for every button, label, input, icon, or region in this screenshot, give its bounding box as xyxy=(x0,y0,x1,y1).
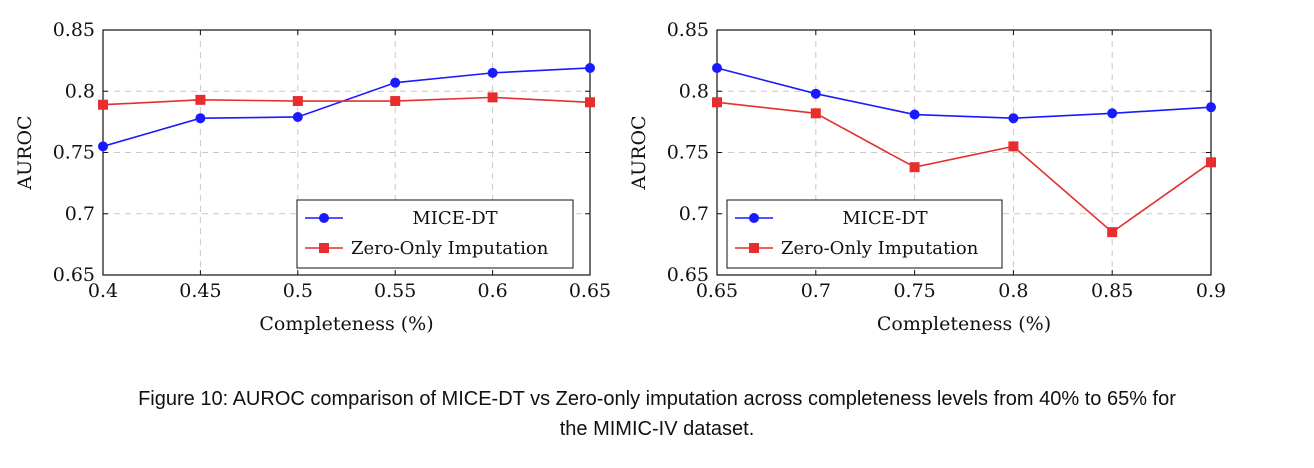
data-point-mice-dt xyxy=(810,88,821,99)
x-tick-label: 0.7 xyxy=(801,280,831,302)
chart-right: 0.65 0.7 0.75 0.8 0.85 0.9 0.65 0.7 0.75 0.8 0.85 C… xyxy=(628,19,1226,335)
y-tick-label: 0.65 xyxy=(53,264,95,286)
data-point-mice-dt xyxy=(1107,108,1118,119)
data-point-zero-only-imputation xyxy=(98,99,108,110)
x-tick-label: 0.8 xyxy=(998,280,1028,302)
legend-label-mice-dt: MICE-DT xyxy=(412,208,497,229)
y-tick-label: 0.85 xyxy=(667,19,709,41)
data-point-mice-dt xyxy=(712,62,722,73)
caption-line-2: the MIMIC-IV dataset. xyxy=(559,418,755,440)
legend-label-zero-only-imputation: Zero-Only Imputation xyxy=(351,238,549,259)
x-tick-label: 0.6 xyxy=(477,280,507,302)
x-tick-label: 0.65 xyxy=(569,280,611,302)
figure-caption: Figure 10: AUROC comparison of MICE-DT v… xyxy=(0,384,1314,444)
series-line-zero-only-imputation xyxy=(102,96,591,106)
series-line-zero-only-imputation xyxy=(716,101,1212,234)
legend-box xyxy=(296,199,574,269)
data-point-mice-dt xyxy=(487,67,498,78)
legend-label-mice-dt: MICE-DT xyxy=(842,208,927,229)
x-tick-label: 0.55 xyxy=(374,280,416,302)
data-point-zero-only-imputation xyxy=(909,162,920,173)
y-tick-label: 0.65 xyxy=(667,264,709,286)
chart-left: 0.4 0.45 0.5 0.55 0.6 0.65 0.65 0.7 0.75 0.8 0.85 C… xyxy=(14,19,611,335)
data-point-mice-dt xyxy=(195,113,206,124)
data-point-mice-dt xyxy=(390,77,401,88)
y-tick-label: 0.8 xyxy=(679,80,709,102)
data-point-mice-dt xyxy=(292,111,303,122)
caption-line-1: Figure 10: AUROC comparison of MICE-DT v… xyxy=(138,388,1176,410)
data-point-zero-only-imputation xyxy=(292,96,303,107)
x-axis-label: Completeness (%) xyxy=(259,313,433,335)
legend-box xyxy=(726,199,1003,269)
legend-label-zero-only-imputation: Zero-Only Imputation xyxy=(781,238,979,259)
y-tick-label: 0.7 xyxy=(679,203,709,225)
data-point-zero-only-imputation xyxy=(390,96,401,107)
legend-marker-zero-only-imputation xyxy=(749,243,759,253)
data-point-zero-only-imputation xyxy=(195,94,206,105)
y-tick-label: 0.75 xyxy=(667,142,709,164)
y-tick-label: 0.8 xyxy=(65,80,95,102)
x-tick-label: 0.9 xyxy=(1196,280,1226,302)
y-tick-label: 0.85 xyxy=(53,19,95,41)
data-point-mice-dt xyxy=(98,141,108,152)
data-point-zero-only-imputation xyxy=(487,92,498,103)
series-line-mice-dt xyxy=(102,67,591,148)
x-tick-label: 0.75 xyxy=(893,280,935,302)
x-tick-label: 0.5 xyxy=(283,280,313,302)
data-point-zero-only-imputation xyxy=(1008,141,1019,152)
legend-marker-mice-dt xyxy=(749,213,759,223)
data-point-zero-only-imputation xyxy=(712,97,722,108)
data-point-zero-only-imputation xyxy=(1206,157,1216,168)
series-line-mice-dt xyxy=(716,67,1212,120)
x-tick-label: 0.85 xyxy=(1091,280,1133,302)
x-tick-label: 0.65 xyxy=(696,280,738,302)
legend-marker-mice-dt xyxy=(319,213,329,223)
data-point-zero-only-imputation xyxy=(1107,227,1118,238)
data-point-mice-dt xyxy=(1008,113,1019,124)
data-point-mice-dt xyxy=(1206,102,1216,113)
x-axis-label: Completeness (%) xyxy=(877,313,1051,335)
data-point-zero-only-imputation xyxy=(810,108,821,119)
y-tick-label: 0.7 xyxy=(65,203,95,225)
x-tick-label: 0.4 xyxy=(88,280,118,302)
y-axis-label: AUROC xyxy=(14,115,36,190)
data-point-zero-only-imputation xyxy=(585,97,595,108)
y-tick-label: 0.75 xyxy=(53,142,95,164)
legend-marker-zero-only-imputation xyxy=(319,243,329,253)
y-axis-label: AUROC xyxy=(628,115,650,190)
data-point-mice-dt xyxy=(909,109,920,120)
data-point-mice-dt xyxy=(585,62,595,73)
x-tick-label: 0.45 xyxy=(179,280,221,302)
